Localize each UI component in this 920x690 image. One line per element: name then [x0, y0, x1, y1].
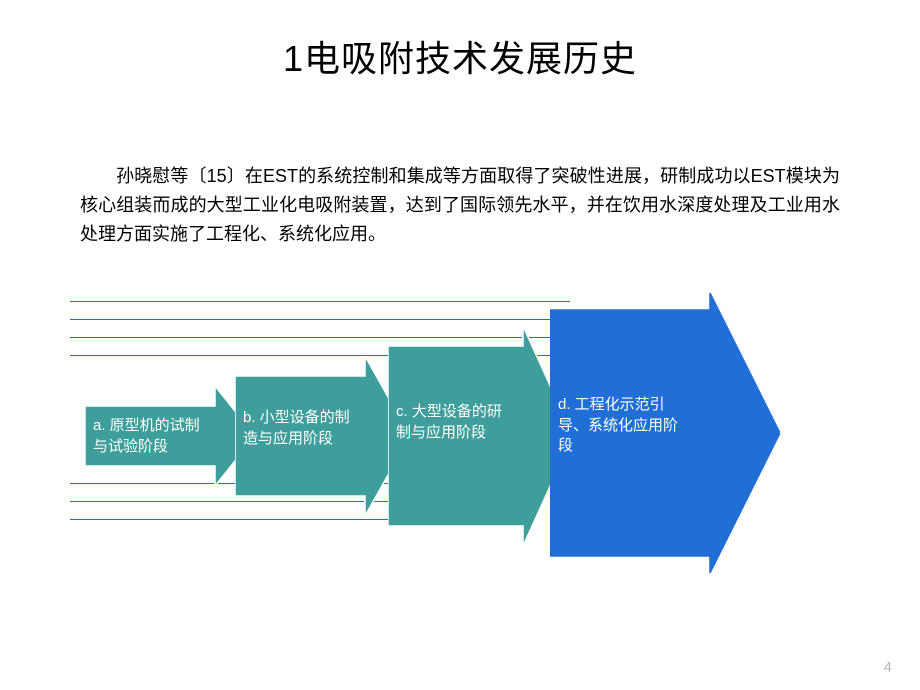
stage-label: a. 原型机的试制与试验阶段 [93, 416, 203, 457]
stage-label: c. 大型设备的研制与应用阶段 [396, 402, 506, 443]
page-title: 1电吸附技术发展历史 [0, 0, 920, 82]
stage-label: d. 工程化示范引导、系统化应用阶段 [558, 395, 688, 456]
arrow-flow-diagram: a. 原型机的试制与试验阶段 b. 小型设备的制造与应用阶段 c. 大型设备的研制与… [0, 293, 920, 573]
stage-arrow-d: d. 工程化示范引导、系统化应用阶段 [550, 293, 780, 573]
stage-arrow-a: a. 原型机的试制与试验阶段 [85, 386, 255, 486]
speed-line [70, 301, 570, 302]
intro-paragraph: 孙晓慰等〔15〕在EST的系统控制和集成等方面取得了突破性进展，研制成功以EST… [80, 162, 840, 248]
stage-arrow-c: c. 大型设备的研制与应用阶段 [388, 326, 573, 546]
stage-label: b. 小型设备的制造与应用阶段 [243, 408, 353, 449]
speed-line [70, 319, 570, 320]
stage-arrow-b: b. 小型设备的制造与应用阶段 [235, 356, 410, 516]
page-number: 4 [884, 659, 892, 676]
paragraph-text: 孙晓慰等〔15〕在EST的系统控制和集成等方面取得了突破性进展，研制成功以EST… [80, 166, 840, 244]
